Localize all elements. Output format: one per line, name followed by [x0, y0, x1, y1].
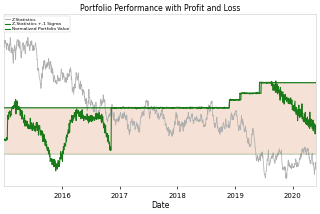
X-axis label: Date: Date	[151, 201, 169, 210]
Title: Portfolio Performance with Profit and Loss: Portfolio Performance with Profit and Lo…	[80, 4, 240, 13]
Legend: Z-Statistics, Z-Statistics +-1 Sigma, Normalized Portfolio Value: Z-Statistics, Z-Statistics +-1 Sigma, No…	[4, 16, 70, 33]
